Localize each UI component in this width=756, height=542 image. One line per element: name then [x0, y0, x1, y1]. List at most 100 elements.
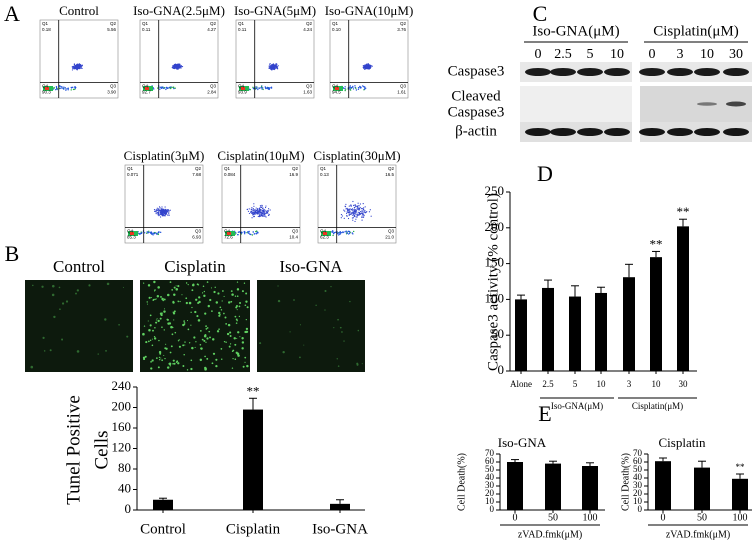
- flow-dot: [354, 210, 357, 212]
- flow-dot: [277, 65, 279, 67]
- tunel-dot: [223, 312, 225, 315]
- tunel-dot: [173, 286, 176, 289]
- flow-dot: [349, 211, 351, 214]
- tunel-dot: [205, 328, 208, 330]
- flow-dot: [349, 89, 352, 91]
- tunel-dot: [183, 323, 186, 326]
- flow-dot: [161, 208, 163, 210]
- blot-band: [667, 68, 693, 76]
- flow-dot: [63, 86, 65, 88]
- tunel-dot: [201, 338, 204, 341]
- flow-dot: [268, 214, 270, 216]
- group-label: Cisplatin(μM): [632, 401, 683, 411]
- flow-dot: [255, 230, 257, 233]
- flow-dot: [263, 212, 266, 214]
- tunel-dot: [200, 347, 203, 350]
- tunel-dot: [104, 318, 107, 321]
- flow-dot: [73, 63, 75, 65]
- error-bar: [544, 279, 552, 288]
- quadrant-value: 4.24: [303, 27, 312, 32]
- quadrant-name: Q4: [42, 84, 49, 89]
- flow-dot: [143, 232, 146, 234]
- x-tick-label: 100: [583, 512, 598, 523]
- flow-dot: [350, 86, 353, 89]
- flow-dot: [64, 87, 66, 89]
- tunel-dot: [175, 285, 177, 287]
- tunel-dot: [53, 315, 56, 319]
- quadrant-name: Q1: [142, 21, 149, 26]
- tunel-dot: [155, 321, 158, 324]
- flow-dot: [272, 64, 275, 66]
- flow-dot: [356, 208, 358, 210]
- tunel-dot: [235, 318, 238, 321]
- tunel-dot: [356, 362, 359, 365]
- x-tick-label: 0: [513, 512, 518, 523]
- flow-dot: [165, 209, 167, 211]
- y-tick-label: 160: [112, 419, 132, 434]
- bar: [243, 409, 263, 510]
- tunel-dot: [203, 339, 206, 342]
- flow-dot: [332, 234, 334, 237]
- flow-dot: [353, 209, 355, 211]
- flow-dot: [74, 88, 76, 91]
- x-tick-label: 10: [597, 379, 607, 389]
- flow-dot: [356, 213, 358, 215]
- error-bar: [571, 285, 579, 297]
- tunel-dot: [173, 319, 175, 321]
- flow-dot: [246, 208, 248, 211]
- flow-dot: [172, 65, 174, 67]
- tunel-dot: [241, 347, 244, 350]
- tunel-dot: [221, 358, 223, 360]
- bar: [732, 478, 748, 510]
- tunel-dot: [146, 301, 148, 303]
- x-tick-label: 0: [661, 512, 666, 523]
- flow-dot: [362, 203, 364, 205]
- tunel-dot: [177, 301, 179, 303]
- flow-dot: [355, 216, 357, 218]
- flow-dot: [352, 217, 354, 219]
- tunel-dot: [203, 334, 207, 338]
- flow-dot: [155, 210, 157, 212]
- flow-dot: [255, 233, 258, 235]
- flow-dot: [361, 216, 363, 218]
- quadrant-name: Q3: [388, 229, 395, 234]
- flow-dot: [251, 210, 253, 213]
- blot-band: [667, 128, 693, 136]
- tunel-dot: [229, 335, 232, 337]
- blot-band: [525, 68, 551, 76]
- flow-dot: [265, 210, 267, 212]
- flow-dot: [158, 231, 160, 234]
- error-bar: [698, 460, 706, 468]
- flow-dot: [349, 204, 352, 206]
- flow-dot: [258, 209, 260, 212]
- flow-dot: [174, 87, 176, 89]
- flow-dot: [178, 63, 180, 66]
- tunel-dot: [234, 295, 237, 297]
- flow-dot: [257, 212, 260, 214]
- flow-dot: [176, 66, 178, 69]
- flow-dot: [55, 85, 58, 88]
- quadrant-value: 16.9: [289, 172, 298, 177]
- flow-dot: [251, 217, 253, 219]
- flow-dot: [365, 67, 368, 69]
- y-tick-label: 50: [491, 326, 504, 341]
- flow-dot: [269, 63, 271, 65]
- flow-dot: [178, 65, 180, 68]
- flow-dot: [180, 65, 182, 67]
- quadrant-name: Q2: [306, 21, 313, 26]
- flow-dot: [53, 87, 55, 90]
- tunel-dot: [150, 367, 153, 370]
- flow-dot: [356, 215, 358, 217]
- flow-dot: [253, 203, 255, 205]
- tunel-dot: [190, 324, 192, 326]
- flow-dot: [358, 212, 360, 214]
- tunel-dot: [191, 283, 195, 287]
- flow-dot: [346, 215, 348, 217]
- flow-dot: [343, 209, 345, 211]
- flow-dot: [355, 89, 358, 91]
- flow-dot: [357, 213, 359, 215]
- flow-dot: [365, 211, 367, 213]
- flow-dot: [152, 232, 154, 234]
- flow-dot: [153, 208, 156, 211]
- tunel-dot: [293, 299, 295, 301]
